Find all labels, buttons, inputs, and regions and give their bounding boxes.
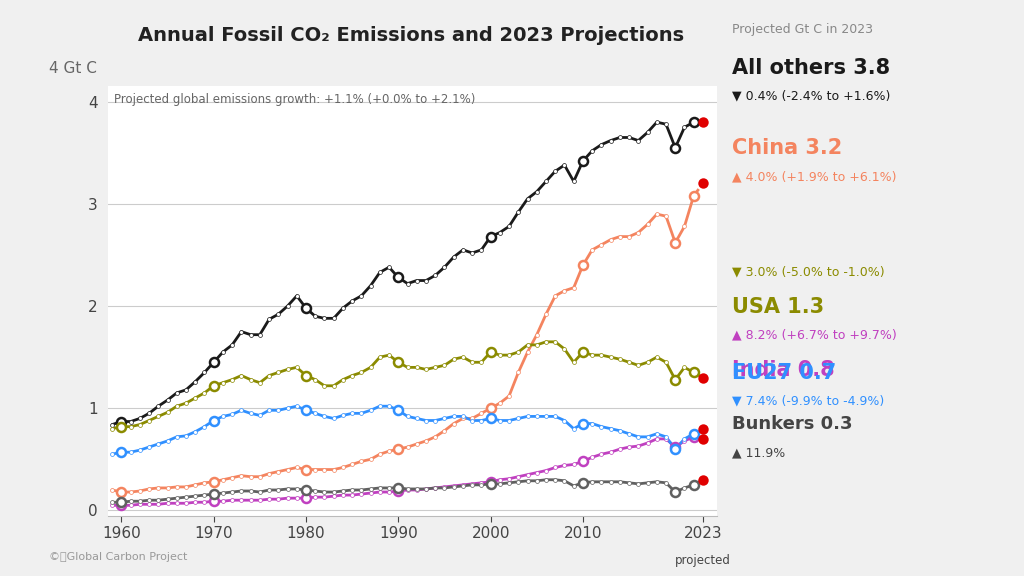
Text: 4 Gt C: 4 Gt C [49, 61, 97, 76]
Text: projected: projected [675, 555, 731, 567]
Text: EU27 0.7: EU27 0.7 [732, 363, 837, 383]
Text: ©ⓈGlobal Carbon Project: ©ⓈGlobal Carbon Project [49, 552, 187, 562]
Text: All others 3.8: All others 3.8 [732, 58, 890, 78]
Text: ▲ 11.9%: ▲ 11.9% [732, 446, 785, 460]
Text: ▼ 0.4% (-2.4% to +1.6%): ▼ 0.4% (-2.4% to +1.6%) [732, 89, 891, 103]
Text: China 3.2: China 3.2 [732, 138, 843, 158]
Text: ▲ 4.0% (+1.9% to +6.1%): ▲ 4.0% (+1.9% to +6.1%) [732, 170, 897, 183]
Text: ▲ 8.2% (+6.7% to +9.7%): ▲ 8.2% (+6.7% to +9.7%) [732, 328, 897, 342]
Text: ▼ 3.0% (-5.0% to -1.0%): ▼ 3.0% (-5.0% to -1.0%) [732, 265, 885, 278]
Text: India 0.8: India 0.8 [732, 360, 835, 380]
Text: Projected Gt C in 2023: Projected Gt C in 2023 [732, 23, 873, 36]
Text: ▼ 7.4% (-9.9% to -4.9%): ▼ 7.4% (-9.9% to -4.9%) [732, 395, 885, 408]
Text: Bunkers 0.3: Bunkers 0.3 [732, 415, 853, 433]
Text: Projected global emissions growth: +1.1% (+0.0% to +2.1%): Projected global emissions growth: +1.1%… [114, 93, 475, 106]
Text: USA 1.3: USA 1.3 [732, 297, 824, 317]
Text: Annual Fossil CO₂ Emissions and 2023 Projections: Annual Fossil CO₂ Emissions and 2023 Pro… [138, 26, 684, 45]
